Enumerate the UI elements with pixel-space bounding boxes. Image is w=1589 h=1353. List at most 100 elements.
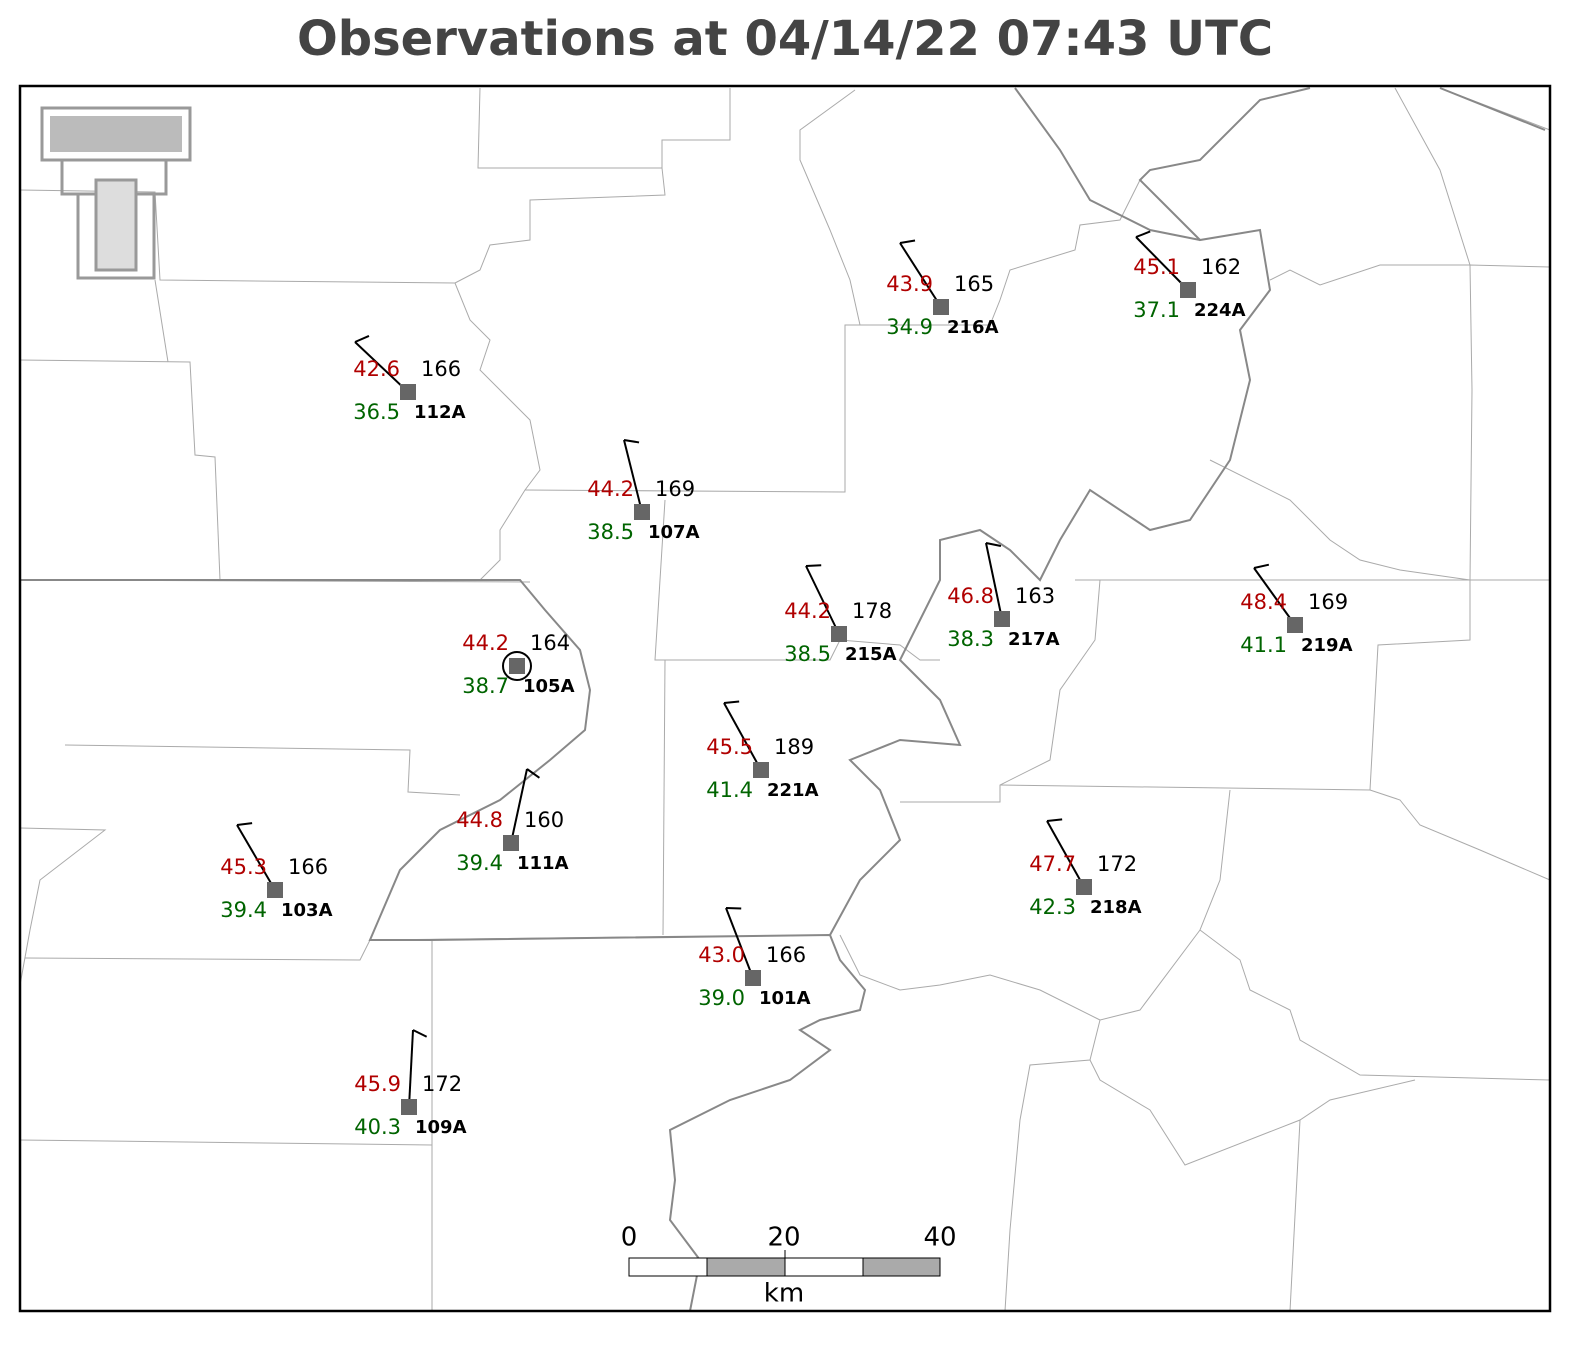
pressure: 165 [954, 272, 994, 296]
dewpoint: 38.3 [947, 627, 994, 651]
pressure: 178 [852, 599, 892, 623]
pressure: 162 [1201, 255, 1241, 279]
scale-label: 40 [923, 1223, 956, 1253]
map-frame [18, 84, 1552, 1313]
station-marker [745, 970, 761, 986]
pressure: 169 [655, 477, 695, 501]
dewpoint: 40.3 [354, 1115, 401, 1139]
station-marker [401, 1099, 417, 1115]
station-id: 103A [281, 900, 333, 921]
temperature: 43.0 [698, 943, 745, 967]
pressure: 163 [1015, 584, 1055, 608]
county-borders [19, 87, 1551, 1312]
title: Observations at 04/14/22 07:43 UTC [297, 11, 1273, 67]
wind-barb [236, 824, 276, 891]
dewpoint: 41.4 [706, 778, 753, 802]
station-id: 215A [845, 644, 897, 665]
temperature: 48.4 [1240, 590, 1287, 614]
station-id: 105A [523, 676, 575, 697]
wind-barb-flag [1046, 818, 1063, 822]
wind-barb-flag [1253, 563, 1270, 569]
dewpoint: 34.9 [886, 315, 933, 339]
wind-barb [723, 702, 762, 771]
pressure: 166 [288, 855, 328, 879]
station-id: 221A [767, 780, 819, 801]
station-marker [267, 882, 283, 898]
scale-bar: 0 20 40 km [621, 1223, 957, 1309]
station-id: 217A [1008, 629, 1060, 650]
temperature: 45.1 [1133, 255, 1180, 279]
temperature: 45.9 [354, 1072, 401, 1096]
wind-barb [805, 565, 840, 635]
wind-barb-flag [526, 768, 540, 779]
wind-barb [985, 542, 1003, 620]
wind-barb [354, 341, 409, 393]
wind-barb [623, 439, 643, 513]
scale-label: 0 [621, 1223, 638, 1253]
scale-segment [784, 1257, 864, 1277]
station-id: 219A [1301, 635, 1353, 656]
dewpoint: 37.1 [1133, 298, 1180, 322]
pressure: 166 [766, 943, 806, 967]
station-marker [1180, 282, 1196, 298]
station-marker [634, 504, 650, 520]
pressure: 172 [1097, 852, 1137, 876]
stations: 42.6 166 36.5 112A 44.2 169 38.5 107A 43.9 165 34.… [220, 230, 1353, 1139]
station-id: 111A [517, 853, 569, 874]
station-id: 107A [648, 522, 700, 543]
pressure: 172 [422, 1072, 462, 1096]
wind-barb-flag [725, 907, 742, 910]
temperature: 43.9 [886, 272, 933, 296]
station-marker [1287, 617, 1303, 633]
dewpoint: 39.0 [698, 986, 745, 1010]
wind-barb-flag [899, 239, 916, 244]
scale-segment [706, 1257, 786, 1277]
temperature: 47.7 [1029, 852, 1076, 876]
temperature: 45.3 [220, 855, 267, 879]
station-id: 218A [1090, 897, 1142, 918]
temperature: 44.8 [456, 808, 503, 832]
dewpoint: 38.5 [784, 642, 831, 666]
wind-barb-flag [623, 439, 640, 444]
temperature: 44.2 [784, 599, 831, 623]
wind-barb-flag [805, 564, 822, 567]
station-marker [994, 611, 1010, 627]
station-marker [400, 384, 416, 400]
station-id: 224A [1194, 300, 1246, 321]
scale-unit: km [764, 1279, 804, 1309]
wind-barb [1135, 236, 1189, 291]
rivers [20, 87, 1546, 1312]
wind-barb [408, 1029, 414, 1108]
dewpoint: 36.5 [353, 400, 400, 424]
scale-segment [862, 1257, 941, 1277]
calm-circle [502, 651, 532, 681]
logo [40, 106, 192, 280]
scale-segment [628, 1257, 708, 1277]
station-marker [1076, 879, 1092, 895]
wind-barb-flag [985, 542, 1002, 547]
temperature: 44.2 [462, 631, 509, 655]
temperature: 45.5 [706, 735, 753, 759]
wind-barb [725, 907, 754, 979]
temperature: 44.2 [587, 477, 634, 501]
station-id: 109A [415, 1117, 467, 1138]
pressure: 164 [530, 631, 570, 655]
wind-barb-flag [236, 822, 253, 826]
dewpoint: 42.3 [1029, 895, 1076, 919]
dewpoint: 38.7 [462, 674, 509, 698]
wind-barb [899, 242, 942, 308]
dewpoint: 41.1 [1240, 633, 1287, 657]
station-marker [509, 658, 525, 674]
wind-barb-flag [1135, 230, 1151, 238]
wind-barb [1046, 820, 1085, 888]
pressure: 166 [421, 357, 461, 381]
wind-barb-flag [723, 700, 740, 704]
station-marker [831, 626, 847, 642]
station-id: 216A [947, 317, 999, 338]
wind-barb [1253, 567, 1296, 626]
station-id: 101A [759, 988, 811, 1009]
station-marker [933, 299, 949, 315]
pressure: 189 [774, 735, 814, 759]
